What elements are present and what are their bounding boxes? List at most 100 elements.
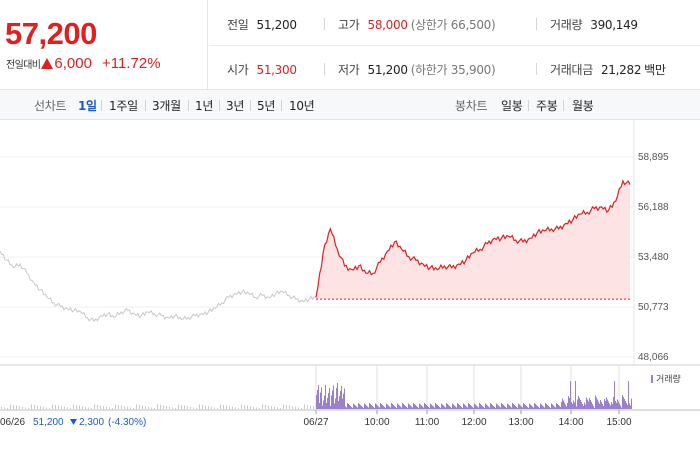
volume-bar (530, 404, 531, 409)
volume-bar (552, 404, 553, 409)
prev-volume-bar (46, 407, 47, 409)
prev-close-label: 전일 (227, 18, 249, 32)
volume-bar (452, 403, 453, 409)
volume-bar (548, 406, 549, 409)
volume-bar (602, 404, 603, 409)
prev-volume-bar (244, 405, 245, 409)
period-tab-1w[interactable]: 1주일 (109, 99, 138, 113)
volume-bar (595, 395, 596, 409)
volume-bar (629, 403, 630, 409)
volume-bar (543, 406, 544, 409)
volume-bar (410, 405, 411, 409)
volume-bar (409, 404, 410, 409)
volume-bar (581, 402, 582, 409)
price-area-fill (316, 180, 630, 300)
volume-bar (377, 405, 378, 409)
prev-day-date: 06/26 (0, 417, 25, 428)
prev-volume-bar (82, 406, 83, 409)
candle-tab-monthly[interactable]: 월봉 (572, 99, 594, 113)
volume-bar (475, 404, 476, 409)
prev-volume-bar (280, 408, 281, 409)
volume-bar (356, 406, 357, 409)
prev-volume-bar (307, 405, 308, 409)
prev-volume-bar (25, 407, 26, 409)
prev-volume-bar (292, 406, 293, 409)
candle-tab-daily[interactable]: 일봉 (501, 99, 523, 113)
prev-volume-bar (31, 404, 32, 409)
volume-bar (322, 405, 323, 409)
volume-bar (493, 406, 494, 409)
volume-bar (510, 406, 511, 409)
prev-volume-bar (310, 405, 311, 409)
period-tab-1y[interactable]: 1년 (195, 99, 214, 113)
volume-bar (366, 405, 367, 409)
x-tick-label: 10:00 (364, 417, 389, 428)
volume-bar (594, 408, 595, 409)
volume-bar (400, 406, 401, 409)
volume-bar (601, 402, 602, 409)
volume-bar (531, 405, 532, 409)
volume-bar (477, 406, 478, 409)
change-amount: 6,000 (54, 55, 92, 72)
volume-bar (367, 406, 368, 409)
volume-bar (332, 390, 333, 409)
volume-bar (599, 403, 600, 409)
change-label: 전일대비 (6, 60, 41, 71)
volume-bar (317, 390, 318, 409)
period-tab-5y[interactable]: 5년 (257, 99, 276, 113)
prev-volume-bar (223, 405, 224, 409)
prev-volume-bar (178, 404, 179, 409)
y-tick-label: 48,066 (638, 352, 669, 363)
volume-bar (508, 404, 509, 409)
volume-bar (513, 404, 514, 409)
open-label: 시가 (227, 63, 249, 77)
volume-bar (412, 407, 413, 409)
prev-volume-bar (175, 408, 176, 409)
volume-bar (438, 406, 439, 409)
volume-label: 거래량 (550, 18, 583, 32)
period-tab-3y[interactable]: 3년 (226, 99, 245, 113)
volume-bar (536, 405, 537, 409)
line-chart-label: 선차트 (34, 99, 67, 113)
volume-bar (444, 406, 445, 409)
volume-bar (520, 405, 521, 409)
prev-volume-bar (181, 405, 182, 409)
volume-bar (330, 406, 331, 409)
volume-bar (318, 385, 319, 409)
volume-bar (486, 404, 487, 409)
volume-bar (470, 405, 471, 409)
volume-bar (474, 403, 475, 409)
volume-bar (414, 404, 415, 409)
volume-bar (574, 402, 575, 409)
volume-bar (615, 401, 616, 409)
candle-chart-label: 봉차트 (455, 99, 488, 113)
volume-bar (482, 406, 483, 409)
turnover-value: 21,282 (600, 63, 642, 77)
volume-bar (542, 405, 543, 409)
prev-volume-bar (232, 406, 233, 409)
volume-bar (512, 403, 513, 409)
period-tab-10y[interactable]: 10년 (289, 99, 315, 113)
volume-bar (609, 403, 610, 409)
x-tick-label: 12:00 (461, 417, 486, 428)
prev-volume-bar (253, 406, 254, 409)
candle-tab-weekly[interactable]: 주봉 (536, 99, 558, 113)
period-tab-3m[interactable]: 3개월 (152, 99, 181, 113)
volume-bar (344, 388, 345, 409)
prev-volume-bar (55, 405, 56, 409)
prev-volume-bar (199, 404, 200, 409)
volume-bar (612, 404, 613, 409)
prev-volume-bar (136, 404, 137, 409)
volume-bar (397, 403, 398, 409)
volume-bar (335, 398, 336, 409)
volume-bar (364, 403, 365, 409)
volume-bar (485, 403, 486, 409)
volume-bar (342, 398, 343, 409)
volume-bar (557, 404, 558, 409)
volume-bar (421, 405, 422, 409)
volume-bar (430, 403, 431, 409)
period-tab-1d[interactable]: 1일 (78, 99, 97, 113)
volume-bar (423, 407, 424, 409)
volume-bar (350, 406, 351, 409)
prev-volume-bar (268, 405, 269, 409)
